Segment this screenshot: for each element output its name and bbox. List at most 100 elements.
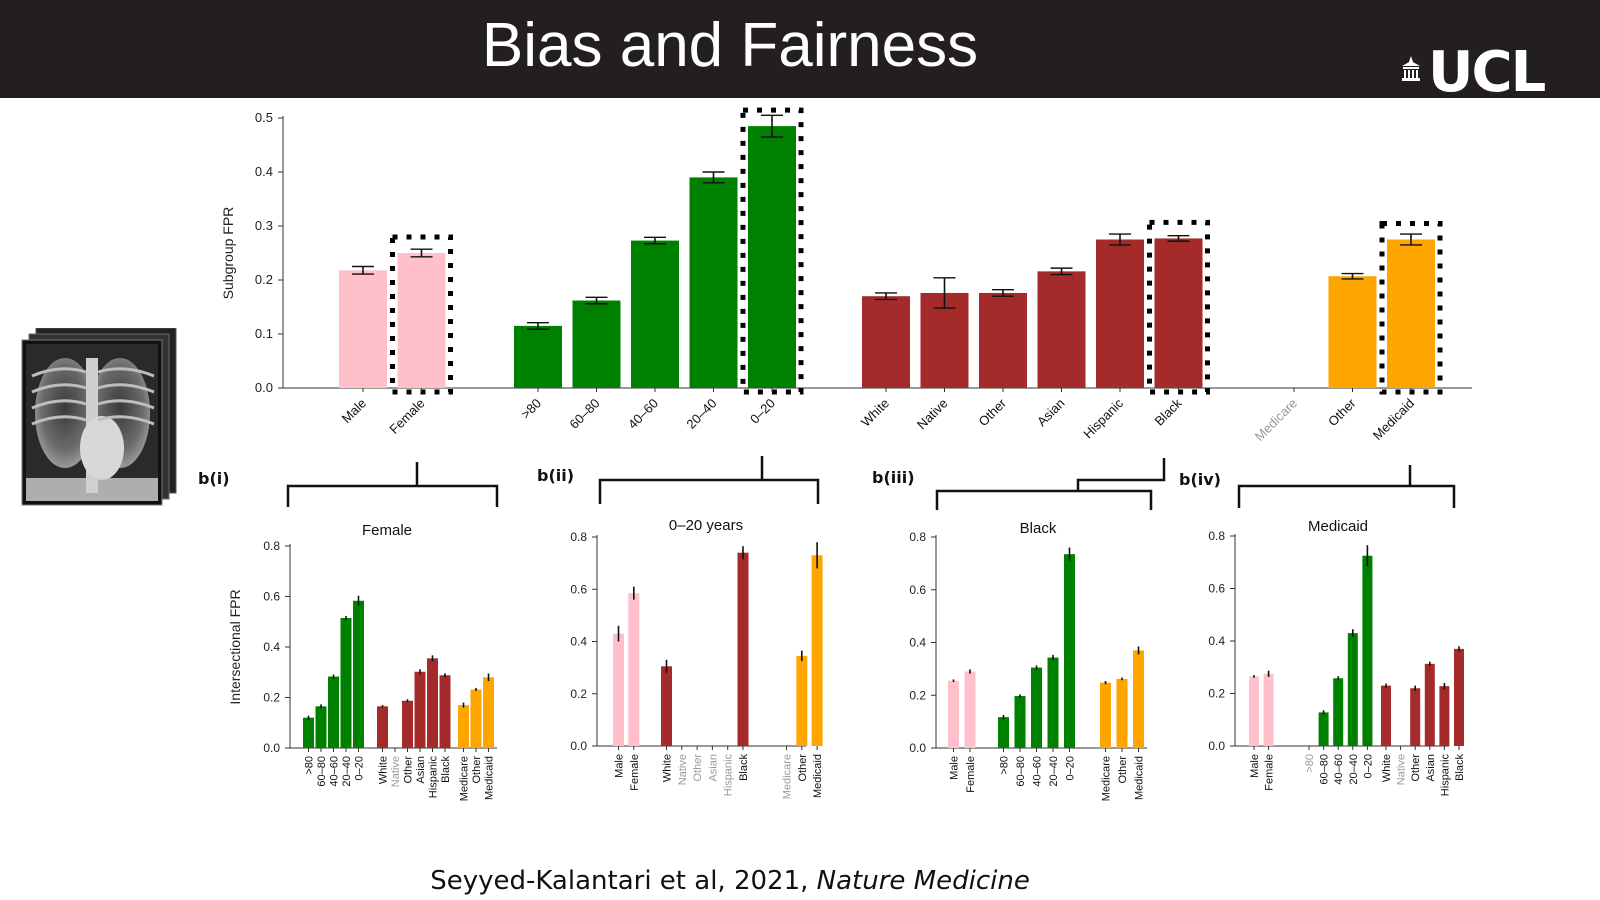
slide-header: Bias and Fairness UCL [0, 0, 1600, 105]
bar [1154, 238, 1203, 388]
x-tick-label: Male [1249, 754, 1261, 778]
chart-a: 0.0 0.1 0.2 0.3 0.4 0.5 Subgroup FPR Male Female… [220, 107, 1472, 444]
x-tick-label: Female [386, 396, 427, 437]
citation-authors: Seyyed-Kalantari et al, 2021, [430, 866, 817, 896]
x-tick-label: Asian [415, 756, 427, 784]
citation-journal: Nature Medicine [816, 866, 1030, 896]
bar [1096, 239, 1144, 388]
y-axis-label: Subgroup FPR [220, 207, 236, 300]
x-tick-label: Medicaid [812, 754, 824, 798]
bar [414, 671, 426, 748]
chart-bii: 0.0 0.2 0.4 0.6 0.8 0–20 years Male Female White… [570, 517, 824, 799]
y-tick-label: 0.4 [263, 640, 280, 654]
x-tick-label: 40–60 [329, 756, 341, 787]
y-tick-label: 0.5 [255, 110, 273, 125]
bar [483, 677, 494, 748]
x-tick-label: Male [949, 756, 961, 780]
y-tick-label: 0.6 [909, 583, 926, 597]
x-tick-label: Hispanic [723, 754, 735, 797]
x-tick-label: Asian [1034, 396, 1068, 430]
bar [427, 658, 438, 748]
x-tick-label: 0–20 [1065, 756, 1077, 780]
y-tick-label: 0.0 [263, 741, 280, 755]
x-tick-label: 40–60 [625, 396, 661, 432]
chart-biii: 0.0 0.2 0.4 0.6 0.8 Black Male Female >80 60–80 40… [909, 520, 1147, 801]
x-tick-label: 60–80 [566, 396, 602, 432]
x-tick-label: 0–20 [1362, 754, 1374, 778]
bar [1014, 696, 1026, 748]
y-tick-label: 0.0 [1208, 739, 1225, 753]
x-tick-label: 20–40 [1348, 754, 1360, 785]
bar [514, 325, 562, 388]
y-tick-label: 0.0 [255, 380, 273, 395]
x-tick-label: Hispanic [428, 756, 440, 799]
x-tick-label: 40–60 [1032, 756, 1044, 787]
bar [1263, 673, 1274, 746]
bar [1037, 271, 1086, 388]
x-tick-label: White [662, 754, 674, 782]
bar [862, 296, 910, 388]
bar [1381, 685, 1391, 746]
x-tick-label: Black [738, 754, 750, 781]
x-tick-label: Medicare [782, 754, 794, 799]
bracket [598, 456, 820, 504]
x-tick-label: >80 [518, 396, 544, 422]
bar [377, 706, 388, 748]
x-tick-label: Medicare [1101, 756, 1113, 801]
bar [979, 292, 1027, 388]
bar [1410, 688, 1421, 746]
x-tick-label: Black [440, 756, 452, 783]
y-tick-label: 0.8 [263, 539, 280, 553]
x-tick-label: Female [965, 756, 977, 793]
bar [397, 253, 446, 388]
chart-title: Medicaid [1308, 518, 1368, 535]
x-tick-label: Other [797, 754, 809, 782]
x-tick-label: Native [1396, 754, 1408, 785]
bar [748, 126, 796, 388]
bar [402, 700, 413, 748]
panel-label: b(iv) [1179, 470, 1221, 489]
y-tick-label: 0.0 [570, 739, 587, 753]
panel-label: b(i) [198, 469, 230, 488]
x-tick-label: Medicaid [1134, 756, 1146, 800]
y-tick-label: 0.8 [1208, 529, 1225, 543]
x-tick-label: White [1381, 754, 1393, 782]
xray-image-stack [21, 328, 177, 506]
x-tick-label: 40–60 [1333, 754, 1345, 785]
y-tick-label: 0.2 [255, 272, 273, 287]
bar [1333, 678, 1344, 746]
bar [1362, 555, 1373, 746]
x-tick-label: 20–40 [683, 396, 719, 432]
x-tick-label: >80 [999, 756, 1011, 775]
bar [353, 600, 364, 748]
bar [303, 717, 314, 748]
x-tick-label: 60–80 [316, 756, 328, 787]
y-tick-label: 0.2 [1208, 687, 1225, 701]
x-tick-label: Native [390, 756, 402, 787]
y-tick-label: 0.4 [570, 635, 587, 649]
x-tick-label: 20–40 [341, 756, 353, 787]
x-tick-label: Other [403, 756, 415, 784]
x-tick-label: Asian [1425, 754, 1437, 782]
y-tick-label: 0.6 [263, 590, 280, 604]
bar [1328, 276, 1377, 388]
bar [1116, 678, 1128, 748]
x-tick-label: Male [339, 396, 370, 427]
bar [1347, 633, 1358, 746]
bar [628, 593, 640, 746]
x-tick-label: 60–80 [1319, 754, 1331, 785]
panel-label: b(iii) [872, 468, 915, 487]
chart-title: 0–20 years [669, 517, 743, 534]
y-tick-label: 0.8 [570, 530, 587, 544]
bar [1100, 682, 1111, 748]
x-tick-label: Other [1117, 756, 1129, 784]
bar [458, 705, 469, 748]
y-tick-label: 0.1 [255, 326, 273, 341]
bar [964, 671, 976, 748]
x-tick-label: Medicaid [1370, 396, 1417, 443]
x-tick-label: White [378, 756, 390, 784]
slide-title: Bias and Fairness [481, 11, 979, 80]
y-tick-label: 0.2 [570, 687, 587, 701]
bar [1064, 554, 1075, 748]
